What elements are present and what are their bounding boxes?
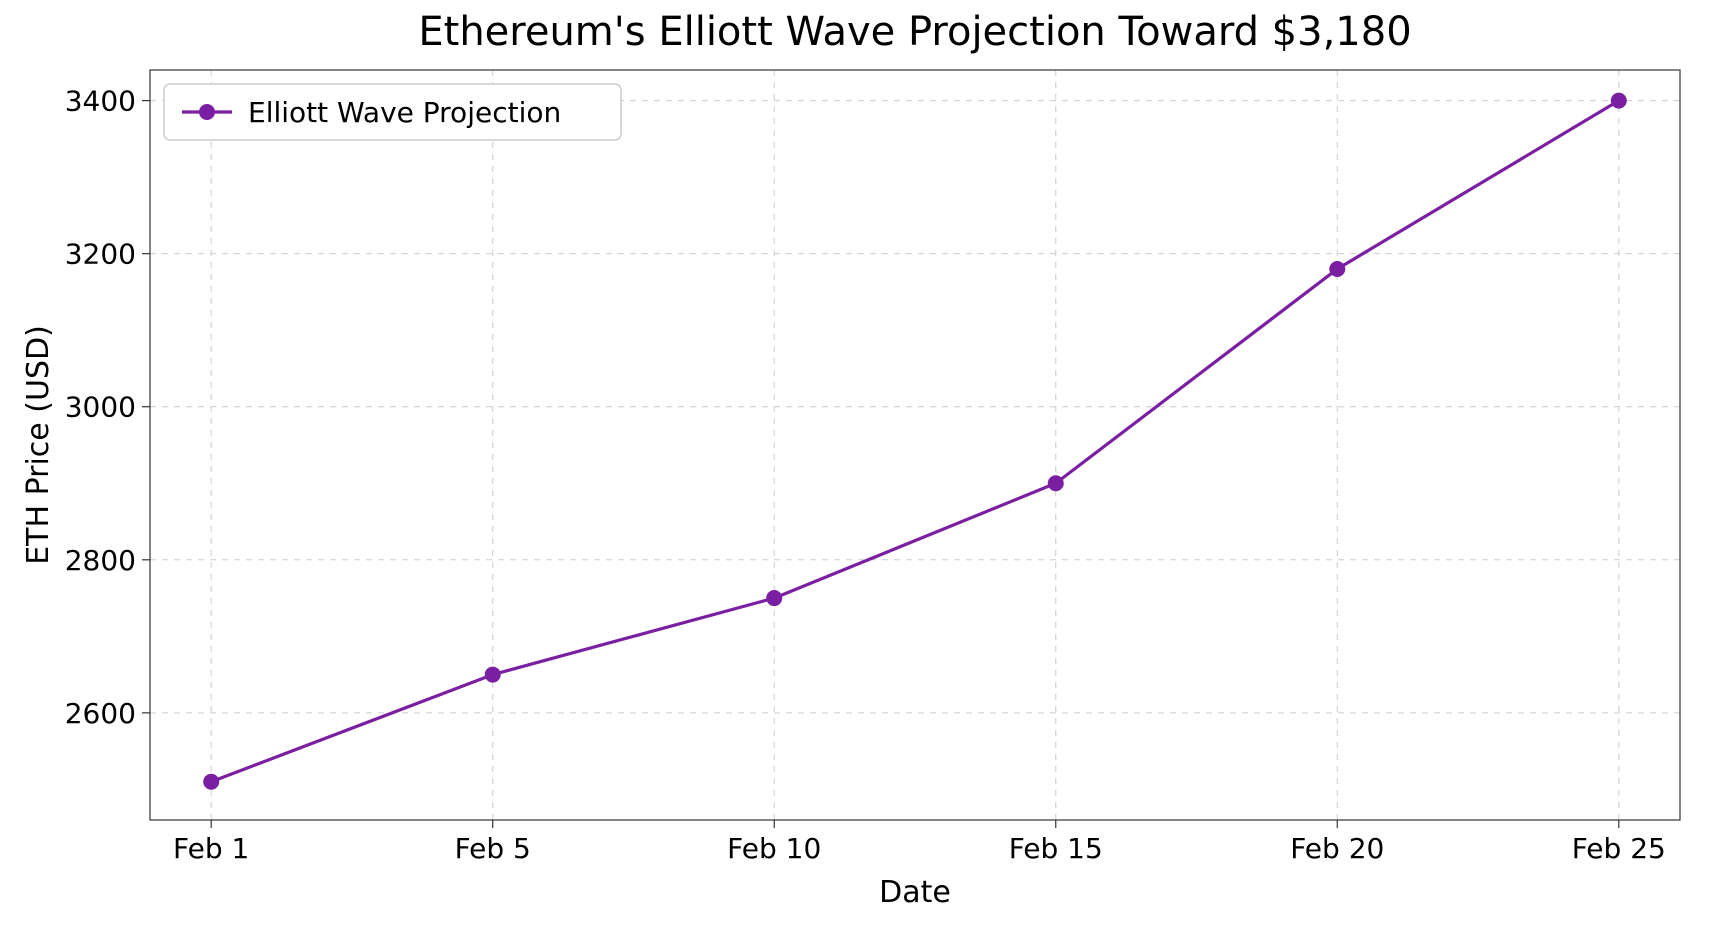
y-axis-label: ETH Price (USD) xyxy=(21,325,56,565)
chart-container: 2600 2800 3000 3200 3400 Feb 1 Feb 5 Feb 10 Feb … xyxy=(0,0,1728,947)
series-marker xyxy=(1329,261,1345,277)
y-tick-label: 3000 xyxy=(65,391,136,424)
y-tick-label: 2600 xyxy=(65,697,136,730)
chart-title: Ethereum's Elliott Wave Projection Towar… xyxy=(418,9,1411,55)
y-tick-label: 3200 xyxy=(65,238,136,271)
x-axis-label: Date xyxy=(879,875,951,910)
y-tick-label: 3400 xyxy=(65,85,136,118)
series-marker xyxy=(203,774,219,790)
y-tick-label: 2800 xyxy=(65,544,136,577)
series-marker xyxy=(1611,93,1627,109)
series-marker xyxy=(485,667,501,683)
legend-marker xyxy=(199,104,215,120)
series-marker xyxy=(766,590,782,606)
x-tick-label: Feb 15 xyxy=(1009,832,1103,865)
series-marker xyxy=(1048,475,1064,491)
line-chart: 2600 2800 3000 3200 3400 Feb 1 Feb 5 Feb 10 Feb … xyxy=(0,0,1728,947)
x-tick-label: Feb 1 xyxy=(173,832,249,865)
legend-label: Elliott Wave Projection xyxy=(248,96,561,129)
x-tick-label: Feb 10 xyxy=(727,832,821,865)
x-tick-label: Feb 20 xyxy=(1290,832,1384,865)
x-tick-label: Feb 5 xyxy=(455,832,531,865)
x-tick-label: Feb 25 xyxy=(1572,832,1666,865)
